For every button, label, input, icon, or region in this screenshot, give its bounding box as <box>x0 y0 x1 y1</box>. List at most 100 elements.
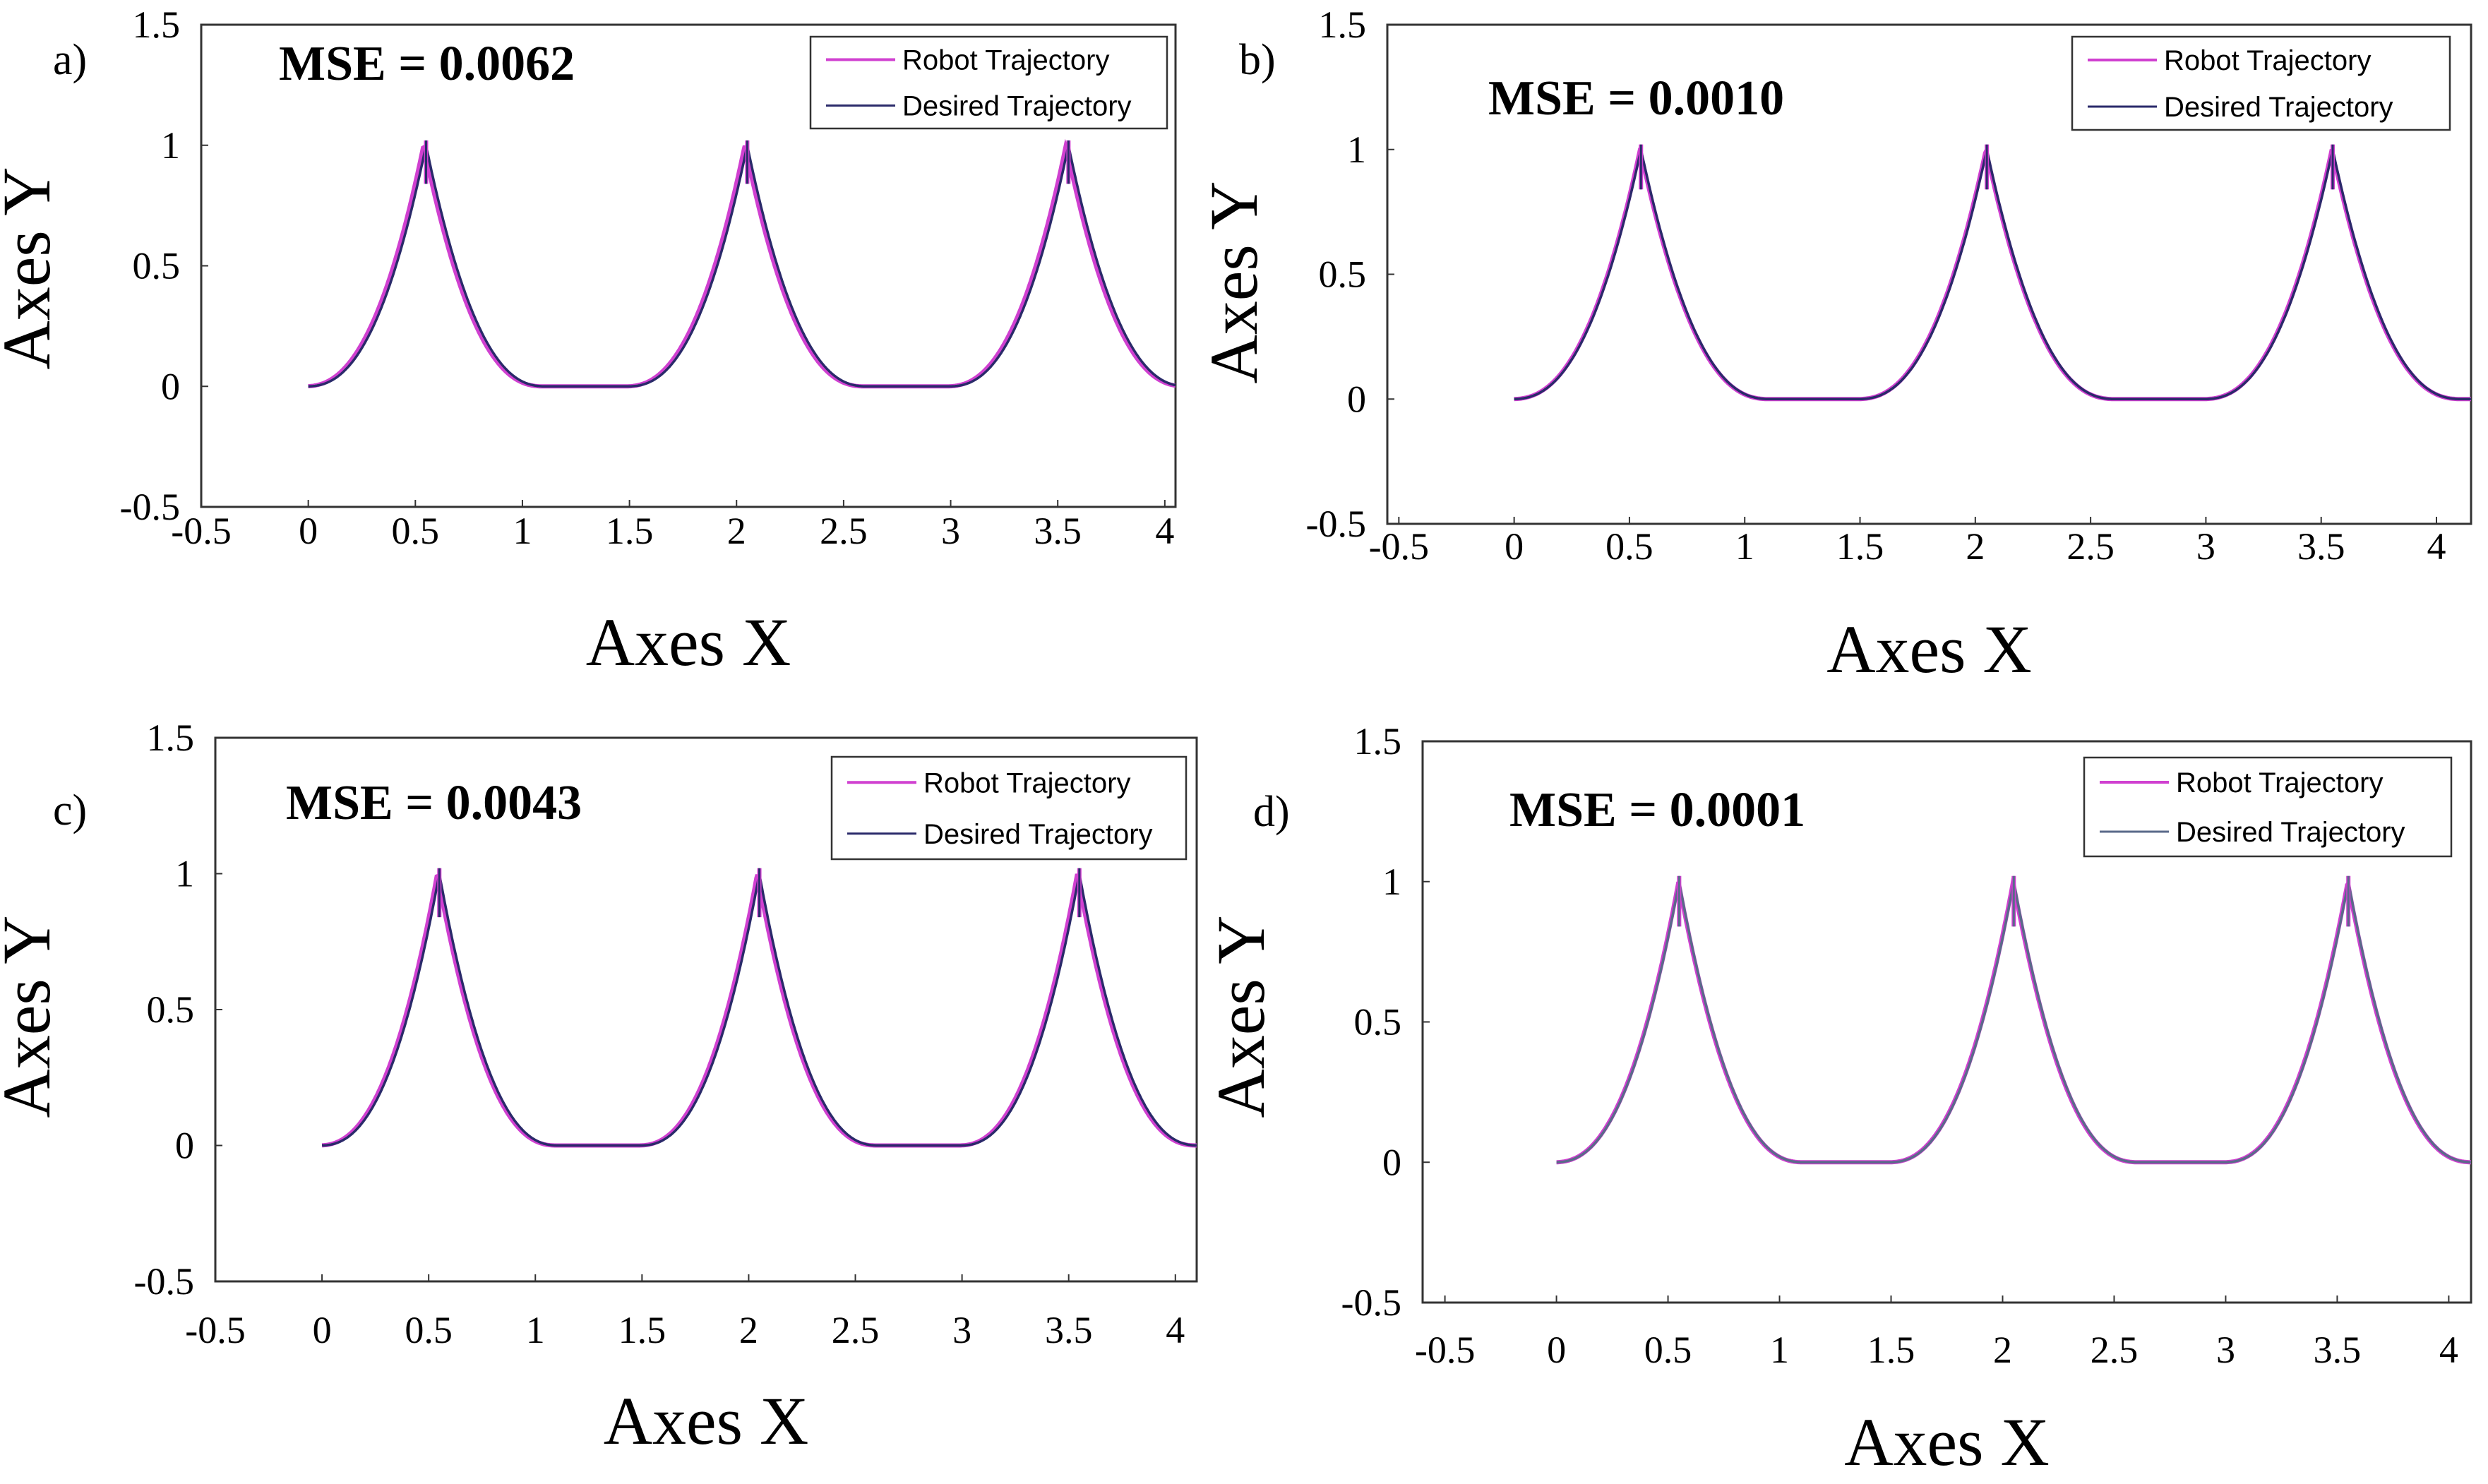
y-tick-label: -0.5 <box>134 1260 194 1303</box>
legend-label: Robot Trajectory <box>902 45 1109 76</box>
x-tick-label: 2.5 <box>832 1309 880 1351</box>
legend-label: Robot Trajectory <box>2176 767 2383 798</box>
x-tick-label: 2.5 <box>820 510 868 552</box>
x-tick-label: 2 <box>1993 1329 2012 1371</box>
mse-annotation: MSE = 0.0010 <box>1488 71 1784 126</box>
x-tick-label: 3.5 <box>2314 1329 2362 1371</box>
legend-label: Desired Trajectory <box>902 91 1132 122</box>
x-tick-label: 2 <box>739 1309 758 1351</box>
legend-box <box>2071 35 2451 131</box>
x-tick-label: 0 <box>1505 525 1524 568</box>
x-tick-label: 2 <box>727 510 746 552</box>
legend-label: Robot Trajectory <box>2164 45 2371 76</box>
y-tick-label: 0 <box>1382 1141 1401 1183</box>
panel-d: d) MSE = 0.0001 -0.5 0 0.5 1 1.5 -0.5 0 0.5 1 1.5 2 2… <box>1203 720 2472 1480</box>
mse-annotation: MSE = 0.0043 <box>286 776 582 830</box>
panel-a: a) MSE = 0.0062 -0.5 0 0.5 1 1.5 -0.5 0 0.5 1 1.5 2 2… <box>0 4 1177 680</box>
y-tick-label: 0 <box>1347 378 1366 420</box>
x-tick-label: 0.5 <box>405 1309 453 1351</box>
y-axis-title: Axes Y <box>0 167 64 369</box>
y-tick-label: -0.5 <box>1306 503 1366 545</box>
legend-box <box>2083 756 2453 858</box>
x-tick-label: 1.5 <box>1867 1329 1915 1371</box>
legend: Robot Trajectory Desired Trajectory <box>809 35 1168 130</box>
x-tick-label: 1 <box>513 510 532 552</box>
series-robot-trajectory <box>308 138 1176 389</box>
x-axis-title: Axes X <box>1844 1404 2050 1480</box>
x-tick-label: 2.5 <box>2091 1329 2139 1371</box>
y-tick-label: 0 <box>161 365 180 407</box>
panel-label: a) <box>53 36 87 84</box>
y-axis-title: Axes Y <box>1196 181 1272 383</box>
y-tick-label: 0.5 <box>1319 253 1367 296</box>
x-tick-label: 0.5 <box>392 510 440 552</box>
x-tick-label: 3 <box>2196 525 2215 568</box>
y-tick-label: 1.5 <box>133 4 181 46</box>
legend-label: Desired Trajectory <box>2176 817 2405 848</box>
x-tick-label: -0.5 <box>171 510 231 552</box>
legend: Robot Trajectory Desired Trajectory <box>830 755 1188 861</box>
legend-box <box>809 35 1168 130</box>
y-tick-label: 1.5 <box>1354 720 1402 762</box>
x-tick-label: 3.5 <box>1034 510 1082 552</box>
x-tick-label: 0 <box>313 1309 332 1351</box>
y-tick-label: 1.5 <box>147 717 195 759</box>
x-tick-label: 3.5 <box>2297 525 2345 568</box>
y-tick-label: 0 <box>175 1125 194 1167</box>
x-tick-label: 3.5 <box>1045 1309 1093 1351</box>
mse-annotation: MSE = 0.0062 <box>279 37 575 91</box>
x-tick-label: 0 <box>299 510 318 552</box>
x-tick-label: 4 <box>1166 1309 1185 1351</box>
x-tick-label: 1 <box>526 1309 545 1351</box>
series-desired-trajectory <box>1514 147 2471 401</box>
legend: Robot Trajectory Desired Trajectory <box>2071 35 2451 131</box>
x-tick-label: 3 <box>952 1309 971 1351</box>
y-tick-label: 0.5 <box>133 245 181 287</box>
panel-label: c) <box>53 786 87 834</box>
x-tick-label: 4 <box>2427 525 2446 568</box>
x-tick-label: 1 <box>1735 525 1754 568</box>
y-axis-title: Axes Y <box>0 915 64 1118</box>
y-tick-label: 1 <box>1347 128 1366 171</box>
x-tick-label: 4 <box>2439 1329 2458 1371</box>
x-tick-label: -0.5 <box>185 1309 245 1351</box>
x-tick-label: 0.5 <box>1605 525 1653 568</box>
x-axis-title: Axes X <box>586 604 791 680</box>
y-tick-label: 0.5 <box>1354 1001 1402 1043</box>
x-tick-label: 3 <box>941 510 960 552</box>
y-tick-label: 0.5 <box>147 988 195 1031</box>
x-tick-label: 1.5 <box>606 510 654 552</box>
x-tick-label: 2 <box>1966 525 1985 568</box>
y-tick-label: 1 <box>1382 861 1401 903</box>
x-tick-label: -0.5 <box>1369 525 1429 568</box>
legend: Robot Trajectory Desired Trajectory <box>2083 756 2453 858</box>
series-robot-trajectory <box>1514 145 2471 402</box>
y-tick-label: 1 <box>175 853 194 895</box>
y-axis-title: Axes Y <box>1203 915 1279 1118</box>
panel-c: c) MSE = 0.0043 -0.5 0 0.5 1 1.5 -0.5 0 0.5 1 1.5 2 2… <box>0 717 1198 1459</box>
x-tick-label: 0 <box>1547 1329 1566 1371</box>
y-tick-label: -0.5 <box>120 486 180 528</box>
legend-label: Desired Trajectory <box>923 819 1153 850</box>
x-axis-title: Axes X <box>604 1383 809 1459</box>
legend-label: Desired Trajectory <box>2164 92 2393 123</box>
x-tick-label: 3 <box>2216 1329 2235 1371</box>
x-tick-label: 4 <box>1155 510 1174 552</box>
series-desired-trajectory <box>308 141 1176 388</box>
x-axis-title: Axes X <box>1826 611 2032 687</box>
x-tick-label: -0.5 <box>1415 1329 1475 1371</box>
x-tick-label: 2.5 <box>2067 525 2115 568</box>
x-tick-label: 0.5 <box>1644 1329 1692 1371</box>
legend-label: Robot Trajectory <box>923 767 1130 798</box>
y-tick-label: 1.5 <box>1319 4 1367 46</box>
y-tick-label: -0.5 <box>1341 1281 1401 1324</box>
panel-label: d) <box>1253 788 1290 836</box>
panel-label: b) <box>1239 36 1276 84</box>
legend-box <box>830 755 1188 861</box>
x-tick-label: 1.5 <box>618 1309 666 1351</box>
y-tick-label: 1 <box>161 124 180 167</box>
panel-b: b) MSE = 0.0010 -0.5 0 0.5 1 1.5 -0.5 0 0.5 1 1.5 2 2… <box>1196 4 2472 687</box>
x-tick-label: 1.5 <box>1836 525 1884 568</box>
x-tick-label: 1 <box>1770 1329 1789 1371</box>
